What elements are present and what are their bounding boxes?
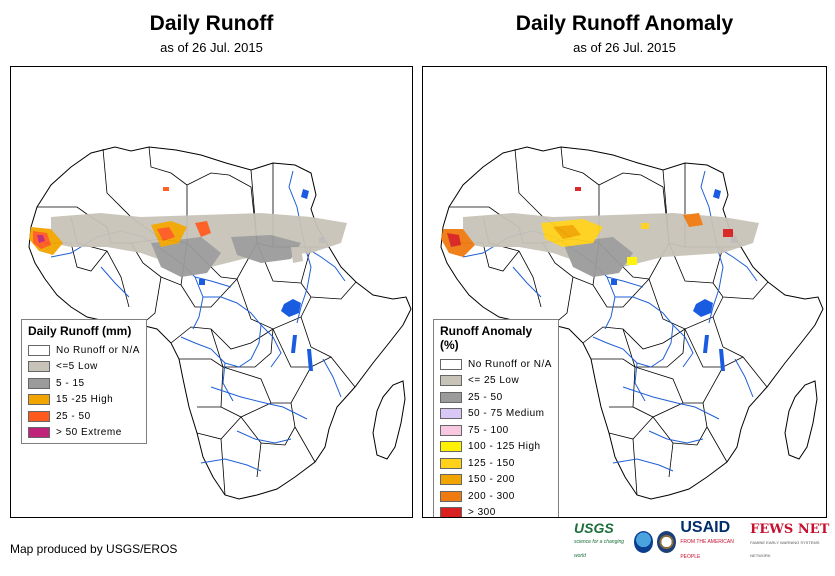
legend-label: 25 - 50 [56, 410, 91, 422]
left-map-canvas [28, 146, 412, 500]
usaid-tagline: FROM THE AMERICAN PEOPLE [680, 538, 734, 560]
legend-swatch [440, 408, 462, 420]
legend-swatch [440, 441, 462, 453]
dept-seal-icon [657, 531, 677, 553]
legend-item: No Runoff or N/A [440, 356, 552, 373]
legend-item: 25 - 50 [440, 389, 552, 406]
noaa-logo-icon [633, 531, 654, 553]
legend-item: 125 - 150 [440, 455, 552, 472]
legend-swatch [28, 377, 50, 389]
legend-swatch [28, 344, 50, 356]
legend-swatch [440, 391, 462, 403]
legend-swatch [28, 361, 50, 373]
legend-label: 50 - 75 Medium [468, 408, 545, 420]
legend-swatch [28, 394, 50, 406]
legend-label: <= 25 Low [468, 375, 520, 387]
legend-item: No Runoff or N/A [28, 342, 140, 359]
partner-logos: USGS science for a changing world USAID … [574, 519, 830, 560]
usgs-tagline: science for a changing world [574, 539, 625, 559]
legend-item: 150 - 200 [440, 472, 552, 489]
legend-label: 5 - 15 [56, 377, 85, 389]
legend-item: 100 - 125 High [440, 439, 552, 456]
runoff-patches [29, 187, 347, 277]
legend-item: 15 -25 High [28, 392, 140, 409]
right-legend-title: Runoff Anomaly (%) [440, 324, 533, 352]
left-map-subtitle: as of 26 Jul. 2015 [160, 40, 263, 55]
fews-net-logo: FEWS NET FAMINE EARLY WARNING SYSTEMS NE… [750, 523, 830, 562]
legend-swatch [28, 427, 50, 439]
legend-label: > 300 [468, 507, 496, 518]
legend-label: > 50 Extreme [56, 427, 122, 439]
left-legend: Daily Runoff (mm) No Runoff or N/A <=5 L… [21, 319, 147, 444]
legend-swatch [440, 457, 462, 469]
right-map-canvas [440, 146, 824, 500]
anomaly-patches [441, 187, 759, 277]
legend-item: > 300 [440, 505, 552, 518]
right-map-title: Daily Runoff Anomaly [515, 12, 734, 35]
legend-swatch [440, 375, 462, 387]
legend-label: <=5 Low [56, 361, 98, 373]
legend-swatch [440, 424, 462, 436]
legend-label: 25 - 50 [468, 391, 503, 403]
right-map-subtitle: as of 26 Jul. 2015 [573, 40, 676, 55]
legend-swatch [440, 358, 462, 370]
legend-item: 50 - 75 Medium [440, 406, 552, 423]
usaid-logo: USAID FROM THE AMERICAN PEOPLE [680, 518, 746, 565]
legend-swatch [440, 507, 462, 517]
legend-label: 100 - 125 High [468, 441, 541, 453]
legend-item: 75 - 100 [440, 422, 552, 439]
legend-label: 125 - 150 [468, 457, 515, 469]
right-legend: Runoff Anomaly (%) No Runoff or N/A <= 2… [433, 319, 559, 518]
usgs-logo-text: USGS [574, 520, 614, 536]
legend-label: 150 - 200 [468, 474, 515, 486]
legend-swatch [28, 410, 50, 422]
map-credit: Map produced by USGS/EROS [10, 542, 178, 556]
legend-swatch [440, 474, 462, 486]
usgs-logo: USGS science for a changing world [574, 521, 630, 563]
fews-net-logo-text: FEWS NET [750, 521, 830, 537]
legend-item: 5 - 15 [28, 375, 140, 392]
right-panel: Daily Runoff Anomaly as of 26 Jul. 2015 … [422, 0, 827, 520]
legend-item: <=5 Low [28, 359, 140, 376]
legend-label: No Runoff or N/A [468, 358, 552, 370]
legend-item: <= 25 Low [440, 373, 552, 390]
left-map-title: Daily Runoff [149, 12, 274, 35]
legend-item: 200 - 300 [440, 488, 552, 505]
fews-net-tagline: FAMINE EARLY WARNING SYSTEMS NETWORK [750, 539, 820, 558]
left-legend-title: Daily Runoff (mm) [28, 324, 132, 338]
legend-label: 75 - 100 [468, 424, 509, 436]
legend-item: 25 - 50 [28, 408, 140, 425]
right-map-frame[interactable]: Runoff Anomaly (%) No Runoff or N/A <= 2… [422, 66, 827, 518]
left-panel: Daily Runoff as of 26 Jul. 2015 Daily Ru… [10, 0, 413, 520]
legend-item: > 50 Extreme [28, 425, 140, 442]
usaid-logo-text: USAID [680, 518, 731, 536]
legend-label: 200 - 300 [468, 490, 515, 502]
legend-label: 15 -25 High [56, 394, 114, 406]
legend-swatch [440, 490, 462, 502]
left-map-frame[interactable]: Daily Runoff (mm) No Runoff or N/A <=5 L… [10, 66, 413, 518]
legend-label: No Runoff or N/A [56, 344, 140, 356]
